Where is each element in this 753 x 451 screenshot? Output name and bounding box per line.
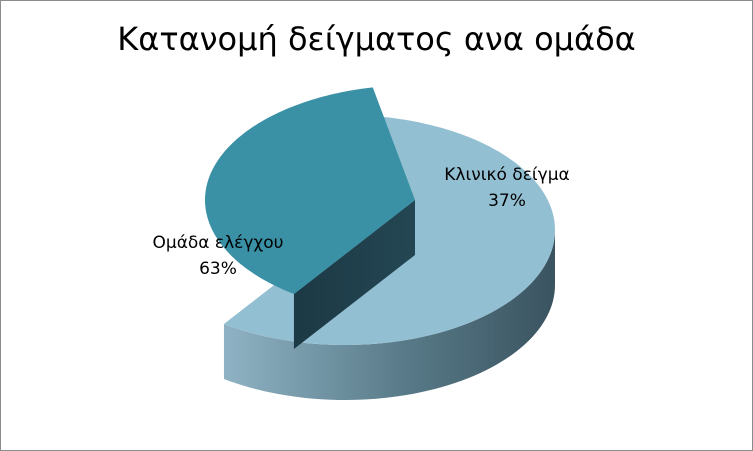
chart-title: Κατανομή δείγματος ανα ομάδα bbox=[117, 20, 636, 58]
slice-percent-0: 63% bbox=[199, 259, 237, 279]
pie-slice-top-1 bbox=[205, 87, 415, 294]
slice-percent-1: 37% bbox=[488, 191, 526, 211]
pie-slice-side-0 bbox=[223, 230, 555, 400]
pie-slice-1 bbox=[205, 87, 415, 349]
pie-slice-wall-1 bbox=[293, 200, 415, 349]
slice-label-0: Ομάδα ελέγχου bbox=[153, 233, 284, 253]
slice-label-1: Κλινικό δείγμα bbox=[444, 165, 569, 185]
